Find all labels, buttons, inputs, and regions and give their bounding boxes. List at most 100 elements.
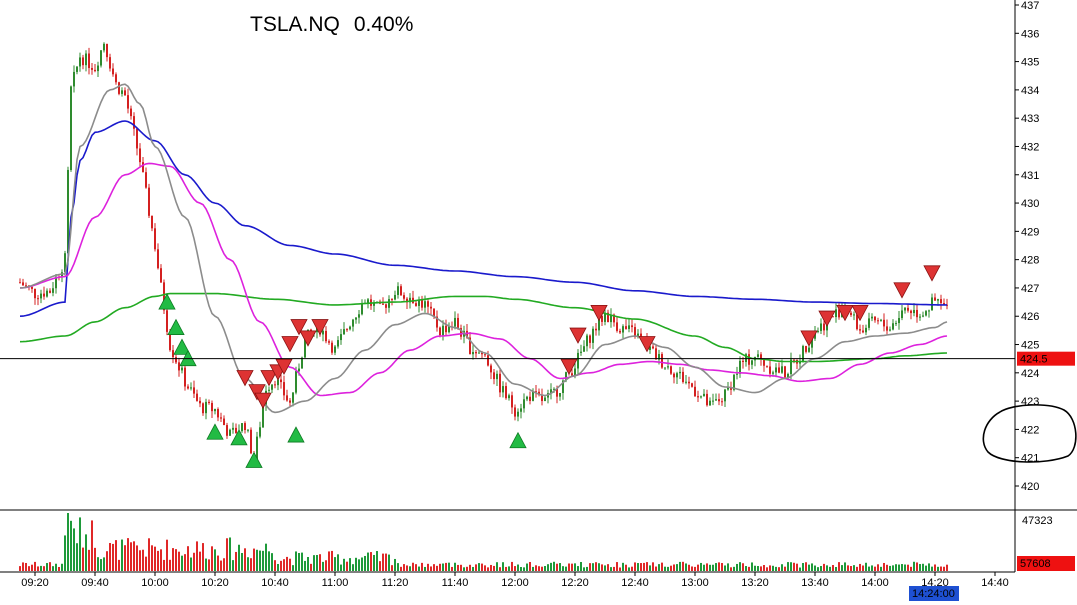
volume-bar bbox=[925, 565, 927, 571]
volume-bar bbox=[658, 564, 660, 571]
candle-body bbox=[106, 43, 108, 58]
candle-body bbox=[613, 314, 615, 323]
candle-body bbox=[631, 325, 633, 328]
candle-body bbox=[805, 346, 807, 352]
candle-body bbox=[211, 402, 213, 412]
candle-body bbox=[277, 379, 279, 386]
price-tick-label: 428 bbox=[1021, 255, 1039, 267]
time-tick-label: 10:40 bbox=[261, 577, 289, 589]
candle-body bbox=[802, 346, 804, 362]
moving-average-line bbox=[19, 292, 948, 363]
candle-body bbox=[145, 172, 147, 188]
candle-body bbox=[739, 360, 741, 374]
candle-body bbox=[208, 401, 210, 403]
candle-body bbox=[940, 299, 942, 304]
candle-body bbox=[730, 387, 732, 390]
volume-bar bbox=[460, 564, 462, 571]
volume-bar bbox=[793, 562, 795, 571]
volume-bar bbox=[643, 562, 645, 571]
candle-body bbox=[478, 352, 480, 354]
volume-bar bbox=[895, 564, 897, 571]
volume-bar bbox=[22, 562, 24, 571]
candle-body bbox=[193, 387, 195, 394]
candle-body bbox=[838, 309, 840, 318]
volume-bar bbox=[118, 559, 120, 571]
candle-body bbox=[586, 335, 588, 347]
volume-bar bbox=[604, 565, 606, 571]
volume-bar bbox=[310, 563, 312, 571]
candle-body bbox=[793, 359, 795, 361]
volume-bar bbox=[652, 562, 654, 571]
volume-bar bbox=[187, 546, 189, 571]
candle-body bbox=[94, 69, 96, 72]
candle-body bbox=[595, 328, 597, 331]
volume-bar bbox=[676, 564, 678, 571]
candle-body bbox=[565, 372, 567, 381]
price-axis: 420 421 422 423 424 425 426 427 428 429 430 431 432 4… bbox=[1015, 0, 1039, 493]
volume-bar bbox=[181, 555, 183, 571]
volume-bar bbox=[940, 566, 942, 571]
volume-bar bbox=[394, 558, 396, 571]
volume-bar bbox=[403, 564, 405, 571]
volume-bar bbox=[151, 545, 153, 571]
candle-body bbox=[466, 330, 468, 338]
volume-bar bbox=[565, 566, 567, 571]
volume-bar bbox=[304, 560, 306, 571]
candle-body bbox=[70, 86, 72, 170]
candle-body bbox=[628, 325, 630, 329]
volume-bar bbox=[832, 565, 834, 571]
volume-bar bbox=[292, 565, 294, 571]
volume-bar bbox=[469, 564, 471, 571]
volume-bar bbox=[700, 562, 702, 571]
volume-bar bbox=[424, 566, 426, 571]
candle-body bbox=[25, 285, 27, 287]
candle-body bbox=[190, 387, 192, 389]
volume-bar bbox=[154, 546, 156, 571]
volume-bar bbox=[769, 565, 771, 571]
volume-bar bbox=[508, 566, 510, 571]
candle-body bbox=[442, 325, 444, 336]
volume-bar bbox=[859, 563, 861, 571]
volume-bar bbox=[220, 560, 222, 571]
candle-body bbox=[295, 371, 297, 393]
moving-average-line bbox=[19, 83, 948, 414]
candle-body bbox=[625, 326, 627, 329]
candle-body bbox=[73, 71, 75, 87]
volume-scale: 47323 57608 bbox=[1017, 515, 1075, 571]
candle-body bbox=[637, 333, 639, 337]
candle-body bbox=[352, 319, 354, 327]
volume-bar bbox=[550, 562, 552, 571]
volume-bar bbox=[94, 547, 96, 571]
candle-body bbox=[250, 429, 252, 454]
volume-bar bbox=[205, 558, 207, 571]
volume-bar bbox=[415, 564, 417, 571]
volume-bar bbox=[280, 560, 282, 571]
volume-bar bbox=[622, 562, 624, 571]
volume-bar bbox=[247, 557, 249, 571]
candle-body bbox=[874, 316, 876, 321]
candle-body bbox=[358, 314, 360, 318]
volume-bar bbox=[259, 550, 261, 571]
candle-body bbox=[340, 334, 342, 341]
candle-body bbox=[457, 317, 459, 329]
candle-body bbox=[361, 303, 363, 315]
candle-body bbox=[154, 228, 156, 250]
candle-body bbox=[205, 401, 207, 414]
time-tick-label: 14:40 bbox=[981, 577, 1009, 589]
candle-body bbox=[382, 303, 384, 305]
candle-body bbox=[64, 253, 66, 273]
volume-bar bbox=[850, 566, 852, 571]
sell-signal-marker bbox=[254, 392, 272, 409]
volume-bar bbox=[802, 562, 804, 571]
volume-bar bbox=[892, 565, 894, 571]
candle-body bbox=[511, 395, 513, 408]
candle-body bbox=[415, 303, 417, 306]
candle-body bbox=[142, 162, 144, 173]
volume-bar bbox=[139, 550, 141, 571]
time-tick-label: 13:00 bbox=[681, 577, 709, 589]
candle-body bbox=[349, 326, 351, 330]
candle-body bbox=[103, 43, 105, 51]
volume-bar bbox=[736, 563, 738, 571]
volume-bar bbox=[487, 567, 489, 571]
